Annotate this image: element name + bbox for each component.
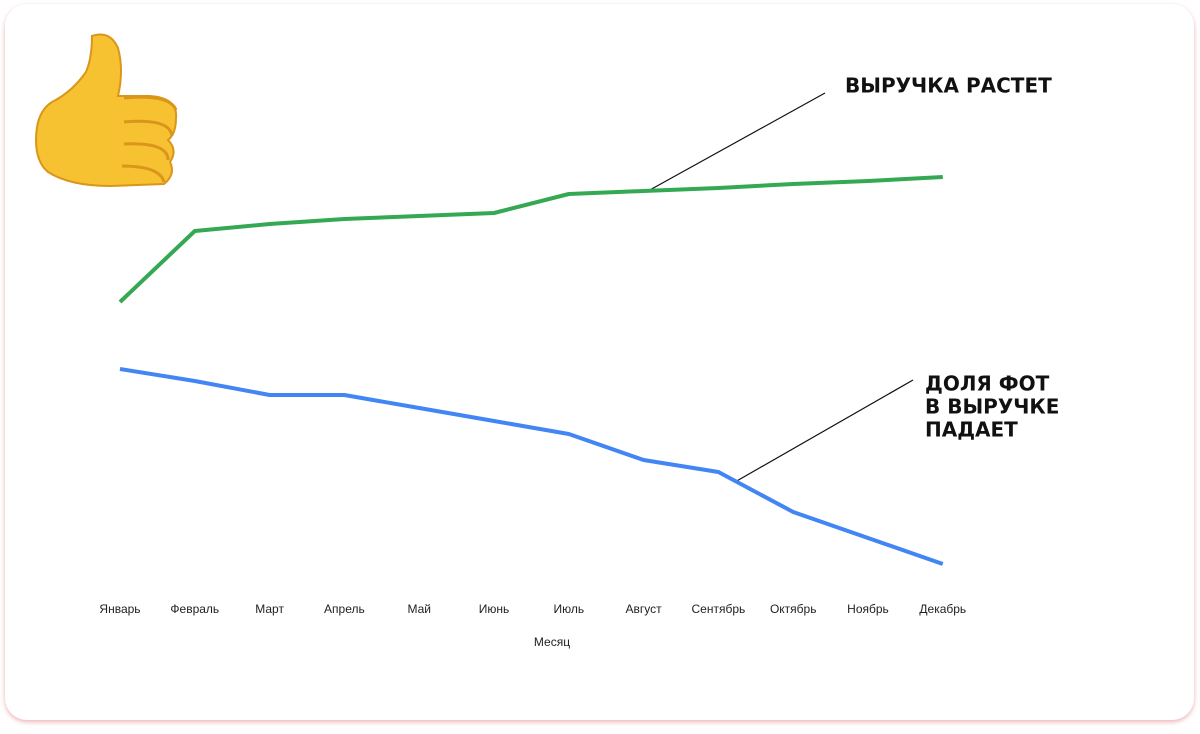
x-tick-label: Июль: [553, 602, 584, 616]
x-tick-label: Декабрь: [919, 602, 966, 616]
annotation-pointer: [734, 379, 914, 483]
x-tick-label: Август: [626, 602, 663, 616]
x-tick-label: Июнь: [479, 602, 510, 616]
x-axis-label: Месяц: [534, 635, 570, 649]
x-tick-label: Апрель: [324, 602, 365, 616]
thumbs-up-icon: [34, 33, 178, 188]
annotation: ВЫРУЧКА РАСТЕТ: [845, 74, 1052, 98]
x-tick-label: Октябрь: [770, 602, 817, 616]
card: [5, 4, 1194, 720]
x-tick-label: Ноябрь: [847, 602, 889, 616]
x-tick-label: Февраль: [170, 602, 219, 616]
series-line: [118, 175, 943, 304]
x-tick-label: Март: [255, 602, 284, 616]
annotation-pointer: [647, 92, 826, 192]
annotation: ПАДАЕТ: [925, 418, 1018, 442]
x-tick-label: Май: [407, 602, 431, 616]
annotation: ДОЛЯ ФОТ: [925, 372, 1050, 396]
x-tick-label: Январь: [99, 602, 140, 616]
series-line: [119, 367, 944, 566]
annotation: В ВЫРУЧКЕ: [925, 395, 1059, 419]
x-tick-label: Сентябрь: [692, 602, 746, 616]
